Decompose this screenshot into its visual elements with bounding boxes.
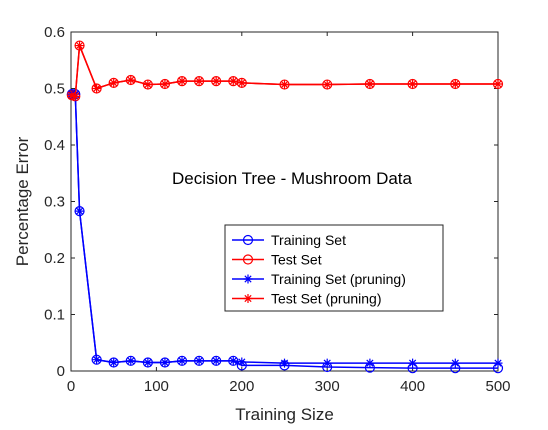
data-point [109,358,119,368]
data-point [322,80,332,90]
series-group [66,40,504,374]
y-tick-label: 0.2 [44,250,65,267]
data-point [408,79,418,89]
data-point [242,234,254,246]
data-point [237,357,247,367]
data-point [143,358,153,368]
x-tick-label: 300 [315,378,340,395]
legend-entry: Test Set [232,252,322,268]
x-tick-label: 0 [67,378,75,395]
data-point [211,76,221,86]
legend-label: Training Set [271,232,346,248]
data-point [280,358,289,368]
data-point [365,358,375,368]
data-point [228,76,238,86]
data-point [70,91,80,101]
data-point [450,358,460,368]
series-4 [67,41,503,101]
data-point [450,79,460,89]
data-point [243,274,253,284]
legend-entry: Test Set (pruning) [232,291,382,307]
data-point [109,78,119,88]
data-point [242,254,254,265]
x-tick-label: 500 [485,378,510,395]
data-point [194,76,204,86]
data-point [160,79,170,89]
data-point [237,78,247,88]
data-point [243,294,253,303]
x-tick-label: 400 [400,378,425,395]
data-point [322,358,332,368]
data-point [126,356,136,366]
data-point [228,356,238,366]
y-axis: 0 0.1 0.2 0.3 0.4 0.5 0.6 [44,24,498,380]
legend: Training Set Test Set Training Set (prunin… [224,224,444,312]
legend-box [224,224,444,312]
data-point [126,75,136,85]
data-point [92,84,102,93]
data-point [177,76,187,86]
y-tick-label: 0.6 [44,24,65,41]
data-point [143,80,153,90]
data-point [493,79,503,89]
x-axis: 0 100 200 300 400 500 [67,32,511,395]
data-point [92,355,102,365]
data-point [177,356,187,366]
series-3 [67,89,503,368]
legend-label: Test Set [271,252,322,268]
data-point [194,356,204,366]
x-tick-label: 100 [144,378,169,395]
data-point [365,79,375,89]
legend-label: Training Set (pruning) [271,271,406,287]
data-point [67,90,77,100]
x-tick-label: 200 [229,378,254,395]
y-tick-label: 0.1 [44,307,65,324]
legend-entry: Training Set (pruning) [232,271,406,287]
y-tick-label: 0.3 [44,194,65,211]
data-point [211,356,221,366]
data-point [280,80,289,90]
data-point [160,358,170,368]
y-tick-label: 0.4 [44,137,65,154]
y-tick-label: 0.5 [44,81,65,98]
data-point [75,41,85,51]
data-point [408,358,418,368]
data-point [493,358,503,368]
y-axis-title: Percentage Error [13,136,32,266]
data-point [75,206,85,216]
y-tick-label: 0 [57,363,65,380]
chart-annotation: Decision Tree - Mushroom Data [172,169,413,188]
x-axis-title: Training Size [235,405,334,424]
legend-entry: Training Set [232,232,346,248]
legend-label: Test Set (pruning) [271,291,382,307]
